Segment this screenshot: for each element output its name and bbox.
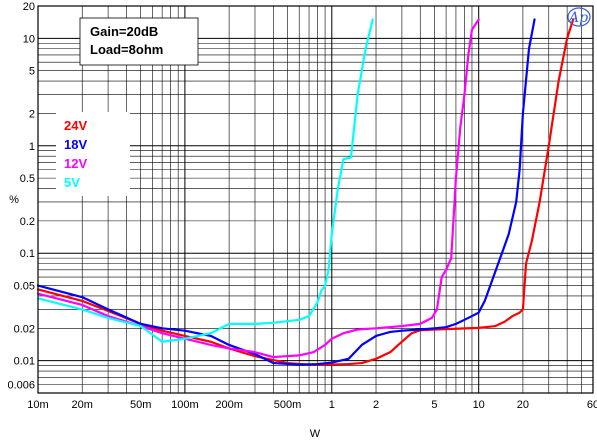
x-tick-label: 20 <box>517 399 529 411</box>
y-tick-label: 20 <box>23 1 35 13</box>
x-tick-label: 1 <box>329 399 335 411</box>
annotation-box <box>79 17 199 66</box>
y-tick-label: 0.02 <box>14 323 35 335</box>
legend-background <box>56 112 130 196</box>
plot-frame <box>37 5 594 394</box>
x-tick-label: 10m <box>27 399 48 411</box>
series-line-12v <box>36 18 480 359</box>
series-line-18v <box>36 18 536 366</box>
y-tick-label: 10 <box>23 33 35 45</box>
ap-logo: Ap <box>567 7 591 27</box>
ap-logo-mark: Ap <box>567 10 588 26</box>
y-tick-labels: 20 10 5 2 1 0.5 0.2 0.1 0.05 0.02 0.01 0.006 <box>7 1 35 391</box>
annotation-gain: Gain=20dB <box>90 24 158 39</box>
legend-24v: 24V <box>64 118 87 133</box>
x-tick-label: 20m <box>72 399 93 411</box>
y-tick-label: 0.05 <box>14 281 35 293</box>
x-tick-label: 60 <box>587 399 597 411</box>
legend-12v: 12V <box>64 156 87 171</box>
x-tick-label: 200m <box>215 399 243 411</box>
legend-18v: 18V <box>64 137 87 152</box>
legend-5v: 5V <box>64 175 80 190</box>
series-layer <box>36 18 575 366</box>
y-tick-label: 1 <box>29 141 35 153</box>
x-tick-labels: 10m 20m 50m 100m 200m 500m 1 2 5 10 20 60 <box>27 399 597 411</box>
y-tick-label: 0.1 <box>20 248 35 260</box>
x-tick-label: 2 <box>373 399 379 411</box>
series-line-5v <box>36 18 374 343</box>
x-tick-label: 5 <box>431 399 437 411</box>
x-tick-label: 100m <box>171 399 199 411</box>
y-tick-label: 0.006 <box>7 379 35 391</box>
y-tick-label: 0.01 <box>14 356 35 368</box>
x-tick-label: 500m <box>274 399 302 411</box>
series-line-24v <box>36 18 575 366</box>
y-tick-label: 5 <box>29 66 35 78</box>
ap-logo-ring <box>567 7 591 27</box>
annotation-load: Load=8ohm <box>90 42 163 57</box>
y-tick-label: 0.2 <box>20 216 35 228</box>
legend: 24V 18V 12V 5V <box>56 112 130 196</box>
y-tick-label: 0.5 <box>20 173 35 185</box>
x-tick-label: 50m <box>130 399 151 411</box>
y-axis-label: % <box>9 194 19 206</box>
plot-area <box>36 5 594 394</box>
x-axis-label: W <box>310 428 321 440</box>
y-tick-label: 2 <box>29 108 35 120</box>
x-tick-label: 10 <box>473 399 485 411</box>
